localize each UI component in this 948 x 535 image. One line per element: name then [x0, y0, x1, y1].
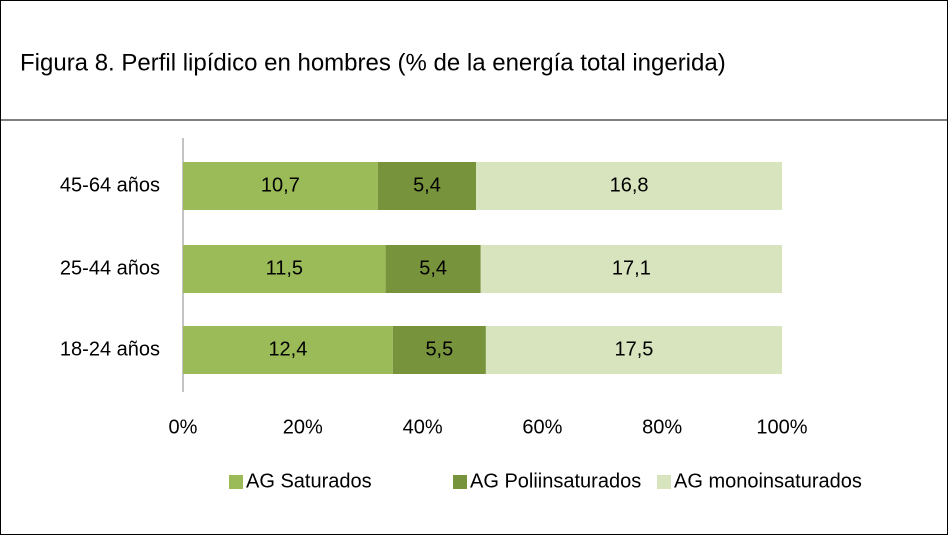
- y-tick-label: 18-24 años: [60, 338, 160, 360]
- legend-swatch: [657, 475, 671, 489]
- x-tick-label: 100%: [756, 416, 807, 438]
- bar-segment: [377, 162, 477, 210]
- legend-label: AG Poliinsaturados: [470, 470, 641, 492]
- legend-swatch: [229, 475, 243, 489]
- bar-segment: [480, 245, 782, 293]
- legend-label: AG Saturados: [246, 470, 372, 492]
- data-label: 16,8: [610, 174, 649, 196]
- x-tick-label: 20%: [283, 416, 323, 438]
- bar-segment: [183, 162, 378, 210]
- data-label: 5,4: [419, 257, 447, 279]
- legend-swatch: [453, 475, 467, 489]
- data-label: 11,5: [266, 257, 303, 279]
- bar-segment: [476, 162, 782, 210]
- x-tick-label: 40%: [403, 416, 443, 438]
- data-label: 17,5: [614, 338, 653, 360]
- data-label: 12,4: [268, 338, 307, 360]
- data-label: 10,7: [261, 174, 300, 196]
- x-tick-label: 80%: [642, 416, 682, 438]
- data-label: 5,4: [413, 174, 441, 196]
- data-label: 5,5: [425, 338, 453, 360]
- x-tick-label: 0%: [169, 416, 198, 438]
- data-label: 17,1: [612, 257, 651, 279]
- y-tick-label: 25-44 años: [60, 257, 160, 279]
- bar-segment: [485, 326, 782, 374]
- legend-label: AG monoinsaturados: [674, 470, 862, 492]
- x-tick-label: 60%: [522, 416, 562, 438]
- bar-segment: [183, 326, 393, 374]
- y-tick-label: 45-64 años: [60, 174, 160, 196]
- bar-segment: [385, 245, 481, 293]
- bar-segment: [392, 326, 486, 374]
- chart-title: Figura 8. Perfil lipídico en hombres (% …: [20, 49, 726, 76]
- bar-segment: [183, 245, 386, 293]
